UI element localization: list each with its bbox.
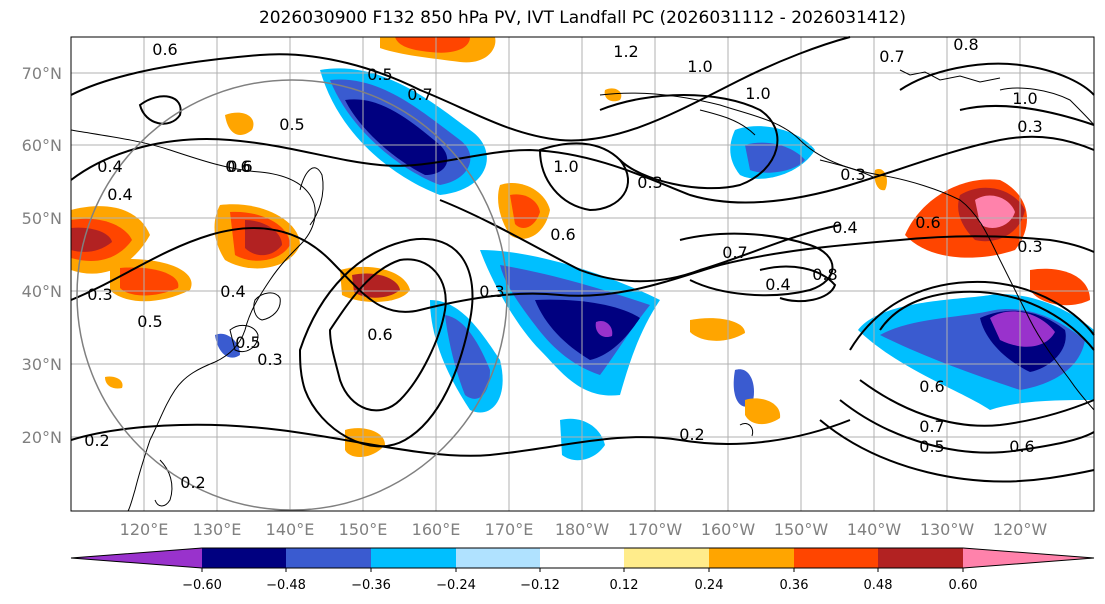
colorbar-tick-label: −0.36 xyxy=(351,578,391,593)
colorbar-bin xyxy=(878,548,963,568)
longitude-label: 120°W xyxy=(993,520,1048,539)
longitude-label: 130°W xyxy=(920,520,975,539)
contour-label: 0.6 xyxy=(915,213,940,232)
latitude-label: 50°N xyxy=(22,209,62,228)
contour-label: 0.3 xyxy=(1017,237,1042,256)
colorbar-bin xyxy=(624,548,709,568)
contour-label: 0.8 xyxy=(812,265,837,284)
colorbar-tick-label: −0.60 xyxy=(182,578,222,593)
longitude-label: 170°W xyxy=(628,520,683,539)
colorbar-tick-label: 0.60 xyxy=(949,578,978,593)
colorbar-bin xyxy=(709,548,794,568)
contour-label: 0.6 xyxy=(1009,437,1034,456)
contour-label: 0.3 xyxy=(257,350,282,369)
contour-label: 0.6 xyxy=(227,157,252,176)
latitude-label: 30°N xyxy=(22,355,62,374)
longitude-labels: 120°E 130°E 140°E 150°E 160°E 170°E 180°W 170°W… xyxy=(120,520,1048,539)
longitude-label: 130°E xyxy=(193,520,242,539)
contour-label: 0.2 xyxy=(84,431,109,450)
contour-label: 1.0 xyxy=(1012,89,1037,108)
colorbar-bin xyxy=(286,548,371,568)
colorbar-tick-label: 0.24 xyxy=(695,578,724,593)
longitude-label: 150°E xyxy=(339,520,388,539)
contour-label: 0.3 xyxy=(479,282,504,301)
contour-label: 0.3 xyxy=(637,173,662,192)
contour-label: 0.4 xyxy=(107,185,132,204)
latitude-label: 60°N xyxy=(22,136,62,155)
contour-label: 0.4 xyxy=(832,218,857,237)
contour-label: 0.4 xyxy=(220,282,245,301)
contour-label: 0.5 xyxy=(235,333,260,352)
colorbar-tick-label: −0.12 xyxy=(520,578,560,593)
colorbar: −0.60 −0.48 −0.36 −0.24 −0.12 0.12 0.24 0.36 0.4… xyxy=(70,547,1095,593)
colorbar-tick-label: 0.48 xyxy=(864,578,893,593)
contour-label: 0.8 xyxy=(953,35,978,54)
contour-label: 0.2 xyxy=(679,425,704,444)
contour-label: 0.5 xyxy=(279,115,304,134)
map-title: 2026030900 F132 850 hPa PV, IVT Landfall… xyxy=(258,8,906,28)
longitude-label: 160°E xyxy=(412,520,461,539)
colorbar-bin xyxy=(202,548,286,568)
longitude-label: 170°E xyxy=(485,520,534,539)
longitude-label: 180°W xyxy=(555,520,610,539)
contour-label: 0.4 xyxy=(97,157,122,176)
colorbar-tick-label: −0.48 xyxy=(266,578,306,593)
contour-label: 0.7 xyxy=(407,85,432,104)
contour-label: 0.4 xyxy=(765,275,790,294)
contour-label: 0.3 xyxy=(1017,117,1042,136)
graticule xyxy=(71,37,1094,511)
contour-label: 0.3 xyxy=(87,285,112,304)
latitude-label: 70°N xyxy=(22,64,62,83)
contour-label: 0.7 xyxy=(919,417,944,436)
contour-label: 0.6 xyxy=(919,377,944,396)
contour-label: 0.5 xyxy=(919,437,944,456)
colorbar-tick-label: −0.24 xyxy=(436,578,476,593)
contour-label: 1.0 xyxy=(687,57,712,76)
contour-label: 0.6 xyxy=(152,40,177,59)
contour-label: 1.2 xyxy=(613,42,638,61)
latitude-label: 40°N xyxy=(22,282,62,301)
colorbar-tick-label: 0.36 xyxy=(780,578,809,593)
colorbar-bin xyxy=(456,548,540,568)
coastlines xyxy=(70,69,1095,512)
colorbar-extend-max xyxy=(963,548,1094,568)
longitude-label: 140°W xyxy=(847,520,902,539)
latitude-labels: 70°N 60°N 50°N 40°N 30°N 20°N xyxy=(22,64,62,447)
contour-label: 0.7 xyxy=(879,47,904,66)
colorbar-tick-label: 0.12 xyxy=(610,578,639,593)
latitude-label: 20°N xyxy=(22,428,62,447)
contour-label: 0.6 xyxy=(225,157,250,176)
contour-label: 0.5 xyxy=(137,312,162,331)
colorbar-bin xyxy=(794,548,878,568)
contour-label: 1.0 xyxy=(553,157,578,176)
pv-shading xyxy=(71,37,1094,461)
contour-label: 1.0 xyxy=(745,84,770,103)
map-frame xyxy=(70,36,1095,512)
longitude-label: 140°E xyxy=(266,520,315,539)
contour-labels: 0.60.50.71.21.01.00.70.4 0.60.51.00.3 0.30… xyxy=(84,35,1042,492)
colorbar-bin xyxy=(540,548,624,568)
contour-label: 0.5 xyxy=(367,65,392,84)
contour-label: 0.7 xyxy=(722,243,747,262)
longitude-label: 160°W xyxy=(701,520,756,539)
longitude-label: 120°E xyxy=(120,520,169,539)
contour-label: 0.6 xyxy=(550,225,575,244)
pv-contours xyxy=(70,36,1095,483)
contour-label: 0.2 xyxy=(180,473,205,492)
longitude-label: 150°W xyxy=(774,520,829,539)
contour-label: 0.6 xyxy=(367,325,392,344)
contour-label: 0.3 xyxy=(840,165,865,184)
distance-ring xyxy=(76,79,508,511)
colorbar-extend-min xyxy=(71,548,202,568)
colorbar-bin xyxy=(371,548,456,568)
